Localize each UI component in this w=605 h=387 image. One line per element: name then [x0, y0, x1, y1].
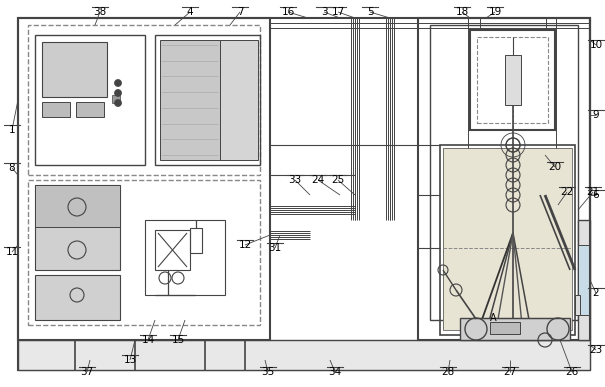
Bar [35, 35, 145, 165]
Bar [76, 102, 104, 117]
Bar [155, 35, 260, 165]
Text: 23: 23 [589, 345, 603, 355]
Bar [155, 230, 190, 270]
Bar [440, 145, 575, 335]
Text: 13: 13 [123, 355, 137, 365]
Text: 21: 21 [586, 187, 600, 197]
Text: 2: 2 [593, 288, 600, 298]
Bar [507, 215, 519, 233]
Bar [42, 102, 70, 117]
Bar [490, 322, 520, 334]
Text: 5: 5 [367, 7, 373, 17]
Text: 25: 25 [332, 175, 345, 185]
Bar [418, 18, 590, 340]
Bar [18, 18, 270, 340]
Text: 26: 26 [566, 367, 578, 377]
Text: 4: 4 [187, 7, 194, 17]
Text: 1: 1 [8, 125, 15, 135]
Bar [35, 275, 120, 320]
Bar [443, 148, 572, 330]
Text: 14: 14 [142, 335, 155, 345]
Bar [28, 25, 260, 175]
Text: 27: 27 [503, 367, 517, 377]
Bar [460, 318, 570, 340]
Bar [220, 40, 258, 160]
Text: 18: 18 [456, 7, 469, 17]
Bar [35, 185, 120, 270]
Circle shape [114, 99, 122, 106]
Text: 16: 16 [281, 7, 295, 17]
Bar [477, 37, 548, 123]
Text: 24: 24 [312, 175, 325, 185]
Text: A: A [489, 313, 496, 323]
Bar [505, 55, 521, 105]
Text: 28: 28 [442, 367, 454, 377]
Bar [42, 42, 107, 97]
Bar [578, 220, 590, 340]
Text: 8: 8 [8, 163, 15, 173]
Bar [578, 245, 590, 315]
Bar [443, 148, 572, 330]
Text: 6: 6 [593, 190, 600, 200]
Bar [18, 340, 590, 370]
Text: 7: 7 [237, 7, 243, 17]
Text: 38: 38 [93, 7, 106, 17]
Bar [112, 95, 120, 103]
Text: 11: 11 [5, 247, 19, 257]
Text: 15: 15 [171, 335, 185, 345]
Circle shape [114, 79, 122, 87]
Bar [575, 295, 580, 315]
Text: 20: 20 [549, 162, 561, 172]
Text: 9: 9 [593, 110, 600, 120]
Text: 19: 19 [488, 7, 502, 17]
Text: 37: 37 [80, 367, 94, 377]
Bar [35, 185, 120, 227]
Text: 22: 22 [560, 187, 574, 197]
Text: 10: 10 [589, 40, 603, 50]
Text: 31: 31 [269, 243, 281, 253]
Text: 35: 35 [261, 367, 275, 377]
Bar [190, 228, 202, 253]
Bar [470, 30, 555, 130]
Text: 34: 34 [329, 367, 342, 377]
Text: 3: 3 [321, 7, 327, 17]
Circle shape [114, 89, 122, 96]
Text: 17: 17 [332, 7, 345, 17]
Bar [160, 40, 220, 160]
Bar [145, 220, 225, 295]
Bar [430, 25, 578, 320]
Text: 33: 33 [289, 175, 302, 185]
Text: 12: 12 [238, 240, 252, 250]
Bar [28, 180, 260, 325]
